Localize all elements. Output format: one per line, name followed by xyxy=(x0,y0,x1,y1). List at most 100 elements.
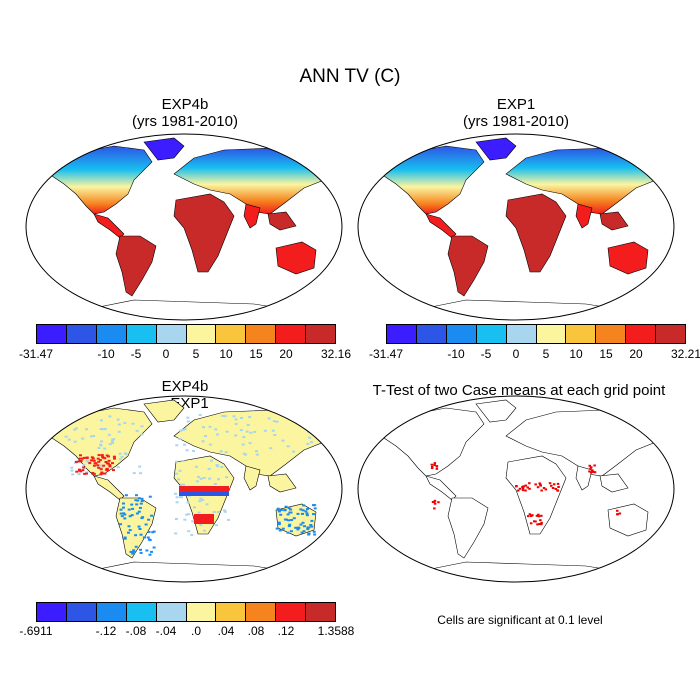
difference-cell xyxy=(312,513,315,516)
colorbar-tick-label: 10 xyxy=(219,347,233,361)
difference-cell xyxy=(292,450,296,453)
difference-cell xyxy=(313,507,317,510)
colorbar-swatch xyxy=(126,325,157,343)
difference-cell xyxy=(135,494,138,497)
difference-band xyxy=(179,492,229,496)
significant-cell xyxy=(522,485,525,488)
difference-cell xyxy=(99,428,103,430)
difference-cell xyxy=(301,521,305,524)
difference-cell xyxy=(306,528,310,531)
continent-seasia xyxy=(267,473,297,493)
map-ttest xyxy=(357,395,675,583)
difference-cell xyxy=(279,509,283,511)
colorbar-swatch xyxy=(246,325,277,343)
colorbar-swatch xyxy=(416,325,447,343)
significant-cell xyxy=(521,489,525,492)
difference-cell xyxy=(150,514,154,517)
difference-cell xyxy=(199,497,203,500)
difference-cell xyxy=(108,464,112,467)
difference-cell xyxy=(194,465,198,468)
difference-cell xyxy=(204,435,207,438)
difference-cell xyxy=(152,546,156,549)
difference-cell xyxy=(78,469,81,472)
significant-cell xyxy=(435,465,439,468)
difference-cell xyxy=(198,500,202,503)
significant-cell xyxy=(526,486,529,489)
significant-cell xyxy=(593,464,596,467)
difference-cell xyxy=(207,467,211,470)
difference-cell xyxy=(137,510,141,513)
difference-cell xyxy=(225,476,229,479)
continent-camerica xyxy=(425,475,457,501)
difference-cell xyxy=(267,417,271,420)
colorbar-tick-label: 32.16 xyxy=(320,347,352,361)
difference-cell xyxy=(74,427,78,430)
colorbar-difference xyxy=(36,602,336,622)
difference-cell xyxy=(139,533,143,536)
difference-cell xyxy=(234,422,238,425)
difference-cell xyxy=(298,421,302,424)
difference-cell xyxy=(215,464,219,466)
difference-cell xyxy=(77,416,81,419)
significant-cell xyxy=(515,485,518,488)
difference-cell xyxy=(79,459,83,462)
difference-cell xyxy=(145,549,149,552)
significance-note: Cells are significant at 0.1 level xyxy=(437,613,603,627)
colorbar-swatch xyxy=(276,603,307,621)
difference-cell xyxy=(88,462,92,465)
difference-cell xyxy=(102,464,106,467)
difference-cell xyxy=(309,524,313,526)
difference-cell xyxy=(107,433,111,436)
panel-title-exp4b: EXP4b (yrs 1981-2010) xyxy=(35,96,335,130)
difference-cell xyxy=(123,513,127,516)
difference-cell xyxy=(108,465,112,468)
difference-cell xyxy=(104,468,108,471)
difference-cell xyxy=(107,459,111,462)
difference-cell xyxy=(292,517,296,520)
difference-cell xyxy=(281,527,285,530)
colorbar-swatch xyxy=(387,325,417,343)
continent-india xyxy=(243,465,261,491)
difference-cell xyxy=(185,513,189,516)
significant-cell xyxy=(554,487,557,490)
difference-cell xyxy=(79,454,82,457)
difference-cell xyxy=(77,460,81,463)
difference-cell xyxy=(181,428,185,431)
difference-cell xyxy=(136,499,140,502)
difference-cell xyxy=(202,426,205,429)
panel-title-line1: EXP1 xyxy=(496,96,536,113)
difference-cell xyxy=(139,551,143,554)
difference-cell xyxy=(190,533,194,536)
difference-cell xyxy=(132,550,136,553)
difference-cell xyxy=(100,471,104,474)
significant-cell xyxy=(540,489,543,492)
colorbar-tick-label: 15 xyxy=(249,347,263,361)
colorbar-tick-label: 15 xyxy=(599,347,613,361)
difference-cell xyxy=(269,447,273,450)
continent-greenland xyxy=(143,137,185,161)
difference-cell xyxy=(101,456,105,459)
difference-cell xyxy=(96,457,100,460)
significant-cell xyxy=(524,484,528,487)
difference-cell xyxy=(306,508,309,510)
difference-cell xyxy=(248,416,252,419)
difference-cell xyxy=(85,428,89,431)
difference-cell xyxy=(73,428,77,431)
continent-eurasia xyxy=(173,409,331,477)
difference-cell xyxy=(199,523,203,526)
significant-cell xyxy=(537,513,540,516)
colorbar-tick-label: .12 xyxy=(277,624,295,638)
difference-cell xyxy=(75,460,78,463)
difference-cell xyxy=(130,503,134,506)
colorbar-swatch xyxy=(216,603,247,621)
significant-cell xyxy=(539,484,542,487)
difference-cell xyxy=(140,425,144,428)
significant-cell xyxy=(589,467,592,470)
significant-cell xyxy=(431,465,434,468)
difference-cell xyxy=(216,511,220,513)
difference-cell xyxy=(130,514,134,517)
difference-cell xyxy=(85,457,89,460)
colorbar-swatch xyxy=(506,325,537,343)
significant-cell xyxy=(433,462,437,465)
difference-cell xyxy=(306,442,310,445)
